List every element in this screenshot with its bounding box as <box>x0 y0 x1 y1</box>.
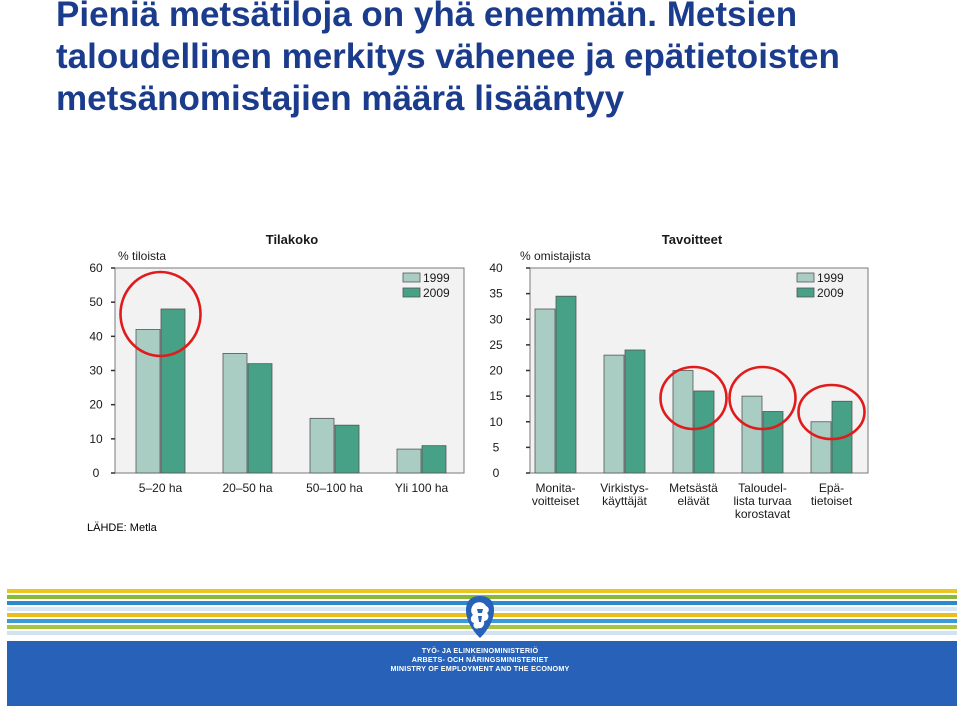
x-tick-label-line: tietoiset <box>811 494 853 508</box>
y-tick-label: 5 <box>493 440 500 454</box>
bar-2009 <box>160 308 186 474</box>
y-axis-label: % tiloista <box>118 249 166 263</box>
y-tick-label: 40 <box>89 329 103 343</box>
x-tick-label-line: elävät <box>677 494 710 508</box>
x-tick-label-line: korostavat <box>735 507 791 521</box>
bar-1999 <box>534 308 556 474</box>
bar-2009 <box>247 363 273 474</box>
x-tick-label-line: Virkistys- <box>600 481 648 495</box>
x-tick-label-line: voitteiset <box>532 494 580 508</box>
highlight-circle <box>119 270 202 358</box>
chart-title: Tilakoko <box>266 232 319 247</box>
x-tick-label: Epä-tietoiset <box>811 481 853 508</box>
y-tick-label: 35 <box>489 287 503 301</box>
y-tick-label: 30 <box>89 364 103 378</box>
highlight-circle <box>797 383 866 441</box>
title-line: metsänomistajien määrä lisääntyy <box>56 79 625 118</box>
x-tick-label-line: Taloudel- <box>738 481 787 495</box>
finnish-lion-emblem-icon <box>466 596 494 638</box>
legend-swatch-2009 <box>796 287 815 298</box>
x-tick-label-line: lista turvaa <box>733 494 791 508</box>
x-tick-label-line: Monita- <box>535 481 575 495</box>
x-tick-label: 20–50 ha <box>222 481 272 495</box>
x-tick-label-line: 50–100 ha <box>306 481 363 495</box>
y-tick-label: 40 <box>489 261 503 275</box>
bar-1999 <box>603 354 625 474</box>
x-tick-label-line: 5–20 ha <box>139 481 183 495</box>
x-tick-label: Monita-voitteiset <box>532 481 580 508</box>
bar-1999 <box>396 448 422 474</box>
x-tick-label-line: 20–50 ha <box>222 481 272 495</box>
highlight-circle <box>728 365 797 431</box>
bar-2009 <box>762 411 784 474</box>
x-tick-label: 50–100 ha <box>306 481 363 495</box>
legend-swatch-1999 <box>796 272 815 283</box>
bar-1999 <box>672 370 694 474</box>
y-tick-label: 20 <box>489 364 503 378</box>
x-tick-label: Yli 100 ha <box>395 481 449 495</box>
y-tick-label: 15 <box>489 389 503 403</box>
legend-swatch-1999 <box>402 272 421 283</box>
x-tick-label: 5–20 ha <box>139 481 183 495</box>
bar-2009 <box>421 445 447 474</box>
x-tick-label-line: käyttäjät <box>602 494 647 508</box>
y-tick-label: 50 <box>89 295 103 309</box>
y-tick-label: 20 <box>89 398 103 412</box>
bar-1999 <box>222 353 248 474</box>
footer-stripe <box>7 589 957 593</box>
bar-2009 <box>624 349 646 474</box>
y-tick-label: 10 <box>489 415 503 429</box>
y-axis-label: % omistajista <box>520 249 591 263</box>
legend-label: 2009 <box>423 286 450 300</box>
ministry-name: TYÖ- JA ELINKEINOMINISTERIÖ ARBETS- OCH … <box>300 646 660 673</box>
y-tick-label: 0 <box>93 466 100 480</box>
legend-label: 1999 <box>423 271 450 285</box>
y-tick-label: 60 <box>89 261 103 275</box>
source-note: LÄHDE: Metla <box>87 522 157 534</box>
title-line: Pieniä metsätiloja on yhä enemmän. Metsi… <box>56 0 798 34</box>
y-tick-label: 10 <box>89 432 103 446</box>
title-line: taloudellinen merkitys vähenee ja epätie… <box>56 37 840 76</box>
x-tick-label: Taloudel-lista turvaa korostavat <box>733 481 791 521</box>
bar-1999 <box>309 417 335 474</box>
legend-label: 1999 <box>817 271 844 285</box>
bar-2009 <box>555 295 577 474</box>
bar-2009 <box>334 424 360 474</box>
footer-band <box>7 641 957 706</box>
bar-1999 <box>810 421 832 474</box>
ministry-name-sv: ARBETS- OCH NÄRINGSMINISTERIET <box>411 655 549 664</box>
y-tick-label: 30 <box>489 312 503 326</box>
bar-2009 <box>693 390 715 474</box>
x-tick-label-line: Metsästä <box>669 481 718 495</box>
x-tick-label-line: Epä- <box>819 481 844 495</box>
legend-label: 2009 <box>817 286 844 300</box>
legend-swatch-2009 <box>402 287 421 298</box>
chart-title: Tavoitteet <box>662 232 723 247</box>
ministry-name-en: MINISTRY OF EMPLOYMENT AND THE ECONOMY <box>390 664 570 673</box>
slide-title: Pieniä metsätiloja on yhä enemmän. Metsi… <box>56 0 946 120</box>
highlight-circle <box>659 365 728 431</box>
x-tick-label: Virkistys-käyttäjät <box>600 481 648 508</box>
x-tick-label: Metsästä elävät <box>669 481 718 508</box>
x-tick-label-line: Yli 100 ha <box>395 481 449 495</box>
bar-1999 <box>741 395 763 474</box>
y-tick-label: 25 <box>489 338 503 352</box>
ministry-name-fi: TYÖ- JA ELINKEINOMINISTERIÖ <box>421 646 539 655</box>
y-tick-label: 0 <box>493 466 500 480</box>
